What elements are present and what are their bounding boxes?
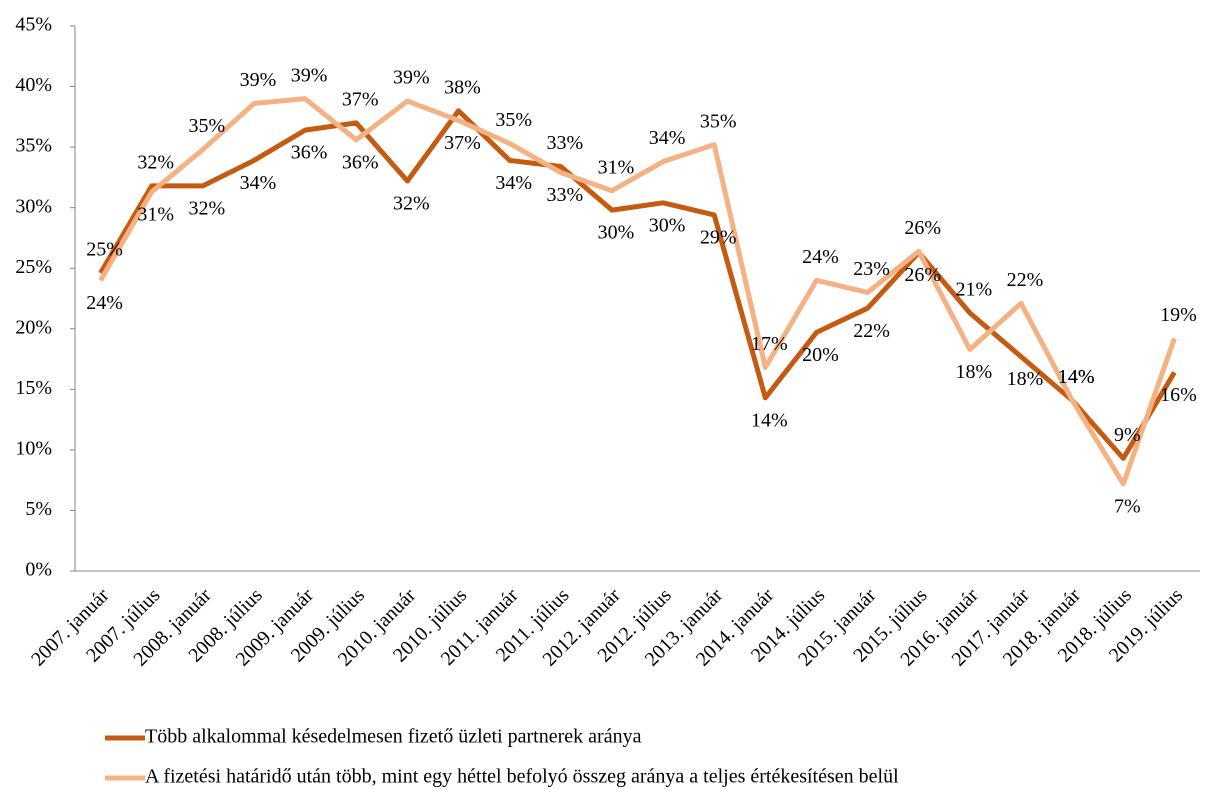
data-label: 35% [700,110,737,132]
legend-label: Több alkalommal késedelmesen fizető üzle… [145,726,642,748]
data-label: 39% [291,64,328,86]
data-label: 29% [700,227,737,249]
data-label: 7% [1114,495,1141,517]
data-label: 31% [598,156,635,178]
data-label: 32% [393,193,430,215]
data-label: 21% [956,279,993,301]
data-label: 39% [240,69,277,91]
data-label: 39% [393,67,430,89]
data-label: 14% [751,409,788,431]
y-tick-label: 20% [15,316,52,338]
data-label: 25% [86,239,123,261]
data-label: 23% [853,258,890,280]
data-label: 37% [444,132,481,154]
data-label: 18% [1007,368,1044,390]
data-label: 37% [342,88,379,110]
data-label: 35% [495,109,532,131]
line-series [98,96,1177,487]
y-tick-label: 45% [15,14,52,36]
data-label: 24% [802,246,839,268]
data-label: 35% [189,115,226,137]
data-label: 36% [291,142,328,164]
data-label: 19% [1160,304,1197,326]
y-tick-label: 10% [15,437,52,459]
y-tick-label: 30% [15,195,52,217]
data-label: 16% [1160,384,1197,406]
y-tick-label: 35% [15,135,52,157]
data-label: 34% [649,127,686,149]
data-label: 26% [904,217,941,239]
data-label: 26% [904,264,941,286]
data-label: 38% [444,76,481,98]
y-tick-label: 15% [15,377,52,399]
data-label: 32% [189,197,226,219]
data-label: 17% [751,333,788,355]
data-label: 33% [546,184,583,206]
data-label: 18% [956,361,993,383]
line-series [98,108,1177,461]
legend-label: A fizetési határidő után több, mint egy … [145,766,899,788]
data-label: 22% [1007,269,1044,291]
data-label: 20% [802,344,839,366]
y-tick-label: 40% [15,74,52,96]
y-tick-label: 5% [25,498,52,520]
data-label: 14% [1058,366,1095,388]
data-label: 34% [240,172,277,194]
data-label: 30% [598,222,635,244]
data-label: 34% [495,172,532,194]
data-label: 24% [86,292,123,314]
data-label: 22% [853,320,890,342]
data-label: 9% [1114,424,1141,446]
y-tick-label: 0% [25,559,52,581]
data-label: 33% [546,132,583,154]
data-label: 14% [1058,366,1095,388]
data-label: 31% [137,204,174,226]
data-label: 36% [342,151,379,173]
data-label: 32% [137,151,174,173]
data-label: 30% [649,214,686,236]
y-tick-label: 25% [15,256,52,278]
